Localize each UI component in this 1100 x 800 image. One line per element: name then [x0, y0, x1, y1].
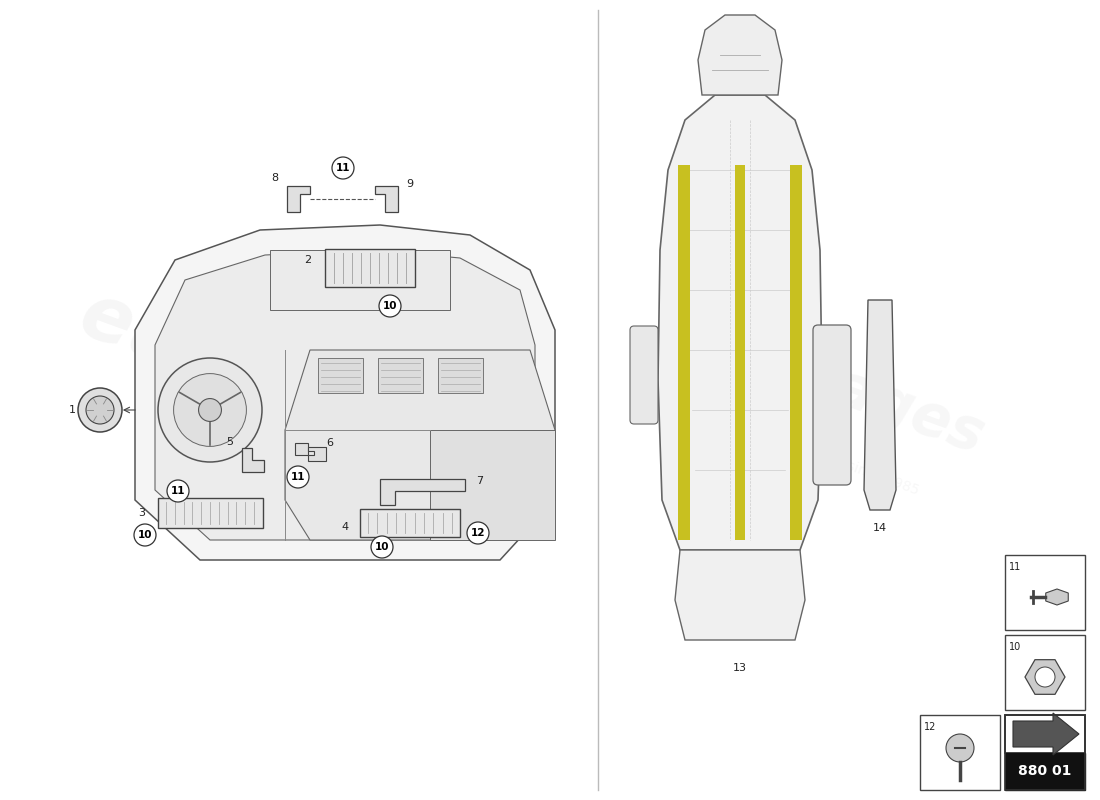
- Text: 13: 13: [733, 663, 747, 673]
- FancyBboxPatch shape: [630, 326, 658, 424]
- Circle shape: [199, 398, 221, 422]
- Bar: [1005, 715, 1085, 790]
- Polygon shape: [379, 479, 465, 505]
- Circle shape: [174, 374, 246, 446]
- Circle shape: [371, 536, 393, 558]
- Circle shape: [468, 522, 490, 544]
- Text: europages: europages: [69, 278, 521, 502]
- Polygon shape: [675, 550, 805, 640]
- Circle shape: [86, 396, 114, 424]
- Polygon shape: [155, 250, 535, 540]
- Bar: [1005, 753, 1085, 790]
- Text: 10: 10: [138, 530, 152, 540]
- Circle shape: [1035, 667, 1055, 687]
- Polygon shape: [1046, 589, 1068, 605]
- Text: 6: 6: [327, 438, 333, 448]
- Text: 880 01: 880 01: [1019, 764, 1071, 778]
- Circle shape: [332, 157, 354, 179]
- Text: a passion for parts since 1985: a passion for parts since 1985: [719, 413, 921, 498]
- Text: 8: 8: [272, 173, 278, 183]
- Polygon shape: [735, 165, 745, 540]
- Polygon shape: [1025, 660, 1065, 694]
- Text: 12: 12: [924, 722, 936, 732]
- Text: 11: 11: [170, 486, 185, 496]
- Bar: [920, 715, 1000, 790]
- Bar: [438, 358, 483, 393]
- Text: 9: 9: [406, 179, 414, 189]
- Circle shape: [134, 524, 156, 546]
- Text: 10: 10: [383, 301, 397, 311]
- Bar: [270, 250, 450, 310]
- Polygon shape: [308, 447, 326, 461]
- Text: 12: 12: [471, 528, 485, 538]
- Text: 11: 11: [290, 472, 306, 482]
- Polygon shape: [864, 300, 896, 510]
- Bar: [1005, 715, 1085, 753]
- Circle shape: [78, 388, 122, 432]
- Bar: [377, 358, 422, 393]
- Text: 10: 10: [375, 542, 389, 552]
- Circle shape: [167, 480, 189, 502]
- Text: 10: 10: [1009, 642, 1021, 652]
- Bar: [360, 509, 460, 537]
- Text: a passion for parts since 1985: a passion for parts since 1985: [164, 435, 426, 545]
- Polygon shape: [1013, 713, 1079, 755]
- Bar: [157, 498, 263, 528]
- Bar: [1005, 635, 1085, 710]
- Text: 1: 1: [68, 405, 76, 415]
- Polygon shape: [678, 165, 690, 540]
- FancyBboxPatch shape: [813, 325, 851, 485]
- Polygon shape: [285, 350, 556, 540]
- Circle shape: [379, 295, 401, 317]
- Polygon shape: [790, 165, 802, 540]
- Polygon shape: [287, 186, 310, 212]
- Text: 4: 4: [341, 522, 349, 532]
- Polygon shape: [242, 448, 264, 472]
- Bar: [318, 358, 363, 393]
- Text: europages: europages: [647, 294, 993, 466]
- Polygon shape: [295, 443, 308, 455]
- Text: 2: 2: [305, 255, 311, 265]
- Polygon shape: [430, 430, 556, 540]
- Bar: [324, 249, 415, 287]
- Text: 11: 11: [1009, 562, 1021, 572]
- Circle shape: [946, 734, 974, 762]
- Text: 14: 14: [873, 523, 887, 533]
- Text: 7: 7: [476, 476, 484, 486]
- Polygon shape: [658, 95, 822, 550]
- Circle shape: [287, 466, 309, 488]
- Text: 11: 11: [336, 163, 350, 173]
- Bar: [1005, 555, 1085, 630]
- Polygon shape: [135, 225, 556, 560]
- Text: 3: 3: [139, 508, 145, 518]
- Polygon shape: [375, 186, 398, 212]
- Text: 5: 5: [227, 437, 233, 447]
- Circle shape: [158, 358, 262, 462]
- Polygon shape: [698, 15, 782, 95]
